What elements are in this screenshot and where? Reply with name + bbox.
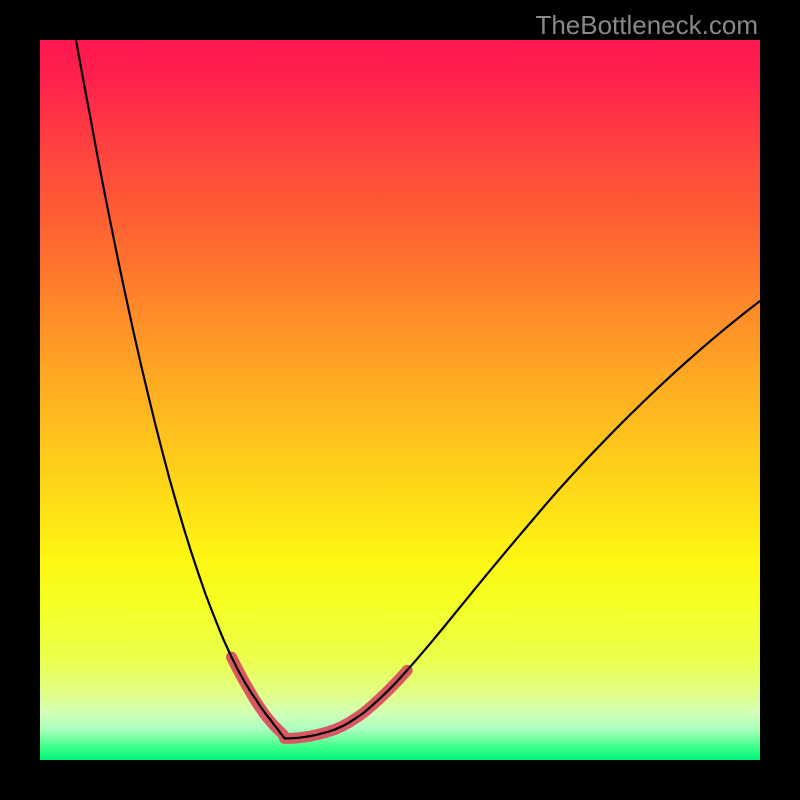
watermark-text: TheBottleneck.com	[535, 10, 758, 41]
bottleneck-curve-chart	[40, 40, 760, 760]
chart-background	[40, 40, 760, 760]
plot-area	[40, 40, 760, 760]
